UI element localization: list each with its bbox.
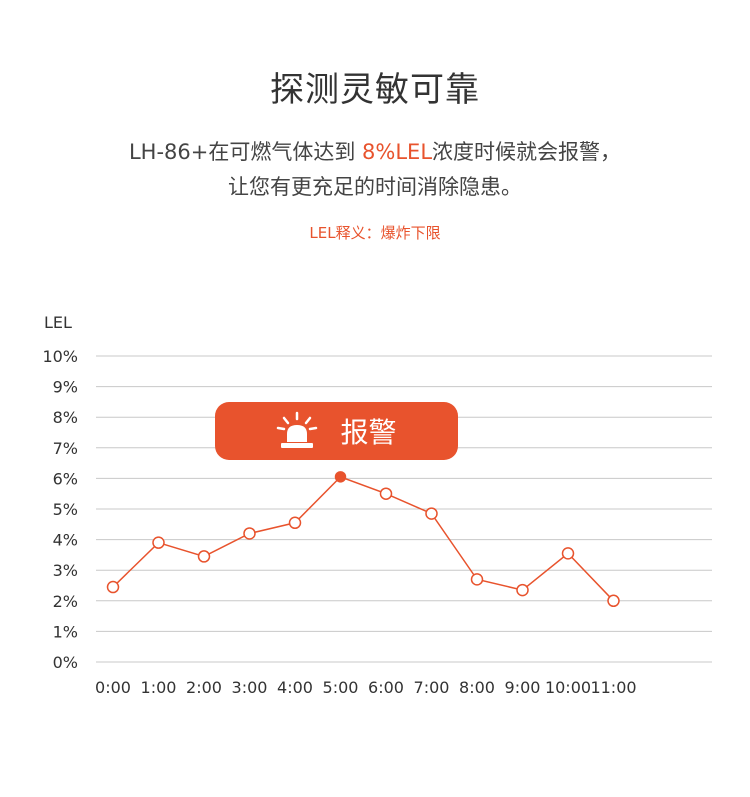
x-tick-label: 0:00 [95, 678, 131, 697]
y-tick-label: 3% [53, 561, 78, 580]
x-tick-label: 9:00 [505, 678, 541, 697]
y-tick-label: 0% [53, 653, 78, 672]
y-tick-label: 1% [53, 622, 78, 641]
y-tick-label: 4% [53, 531, 78, 550]
data-point [106, 580, 120, 594]
y-tick-label: 5% [53, 500, 78, 519]
y-axis-unit-label: LEL [44, 313, 72, 332]
chart-grid [96, 355, 712, 663]
series-points [106, 471, 620, 608]
series-line [112, 475, 615, 602]
x-tick-label: 8:00 [459, 678, 495, 697]
x-tick-label: 7:00 [414, 678, 450, 697]
x-tick-label: 3:00 [232, 678, 268, 697]
data-point [561, 547, 575, 560]
description-text-before: LH-86+在可燃气体达到 [128, 140, 363, 164]
y-tick-label: 6% [53, 469, 78, 488]
siren-icon [277, 411, 318, 448]
x-axis-ticks: 0:00 1:00 2:00 3:00 4:00 5:00 6:00 7:00 8:00 9:00… [95, 678, 637, 697]
data-point [425, 507, 438, 520]
data-point [152, 536, 165, 549]
y-tick-label: 8% [53, 408, 78, 427]
page-title: 探测灵敏可靠 [270, 70, 480, 110]
data-point [607, 594, 620, 608]
y-tick-label: 10% [42, 347, 78, 366]
y-axis-ticks: 0% 1% 2% 3% 4% 5% 6% 7% 8% 9% 10% [42, 347, 78, 672]
data-point [197, 550, 211, 563]
y-tick-label: 2% [53, 592, 78, 611]
y-tick-label: 9% [53, 378, 78, 397]
y-tick-label: 7% [53, 439, 78, 458]
x-tick-label: 5:00 [323, 678, 359, 697]
data-point [288, 516, 302, 530]
alarm-data-point [334, 471, 347, 483]
alarm-label: 报警 [340, 416, 397, 449]
x-tick-label: 11:00 [590, 678, 636, 697]
data-point [516, 583, 529, 597]
data-point [379, 487, 393, 500]
data-point [470, 573, 484, 586]
description-text-after: 浓度时候就会报警， [432, 140, 622, 164]
x-tick-label: 1:00 [141, 678, 177, 697]
x-tick-label: 4:00 [277, 678, 313, 697]
data-point [243, 527, 256, 540]
x-tick-label: 2:00 [186, 678, 222, 697]
x-tick-label: 6:00 [368, 678, 404, 697]
lel-definition-note: LEL释义：爆炸下限 [309, 224, 441, 242]
description-line-2: 让您有更充足的时间消除隐患。 [228, 175, 522, 199]
x-tick-label: 10:00 [545, 678, 591, 697]
alarm-badge: 报警 [215, 402, 458, 460]
description-line-1: LH-86+在可燃气体达到 8%LEL浓度时候就会报警， [0, 136, 750, 166]
threshold-value: 8%LEL [362, 140, 433, 164]
